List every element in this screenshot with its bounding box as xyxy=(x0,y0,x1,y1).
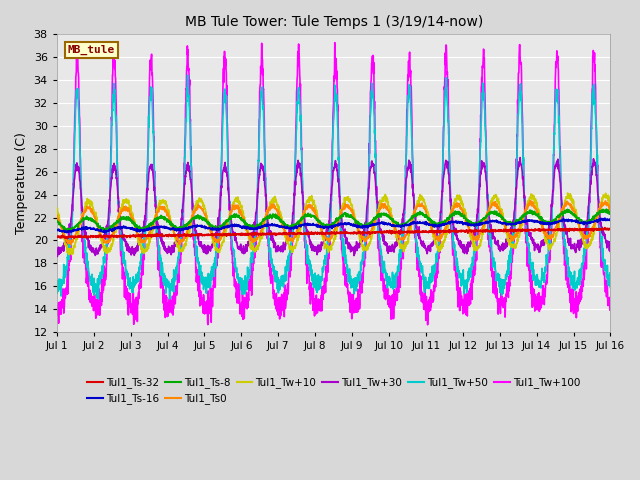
Title: MB Tule Tower: Tule Temps 1 (3/19/14-now): MB Tule Tower: Tule Temps 1 (3/19/14-now… xyxy=(184,15,483,29)
Text: MB_tule: MB_tule xyxy=(68,45,115,55)
Legend: Tul1_Ts-32, Tul1_Ts-16, Tul1_Ts-8, Tul1_Ts0, Tul1_Tw+10, Tul1_Tw+30, Tul1_Tw+50,: Tul1_Ts-32, Tul1_Ts-16, Tul1_Ts-8, Tul1_… xyxy=(83,373,584,408)
Y-axis label: Temperature (C): Temperature (C) xyxy=(15,132,28,234)
